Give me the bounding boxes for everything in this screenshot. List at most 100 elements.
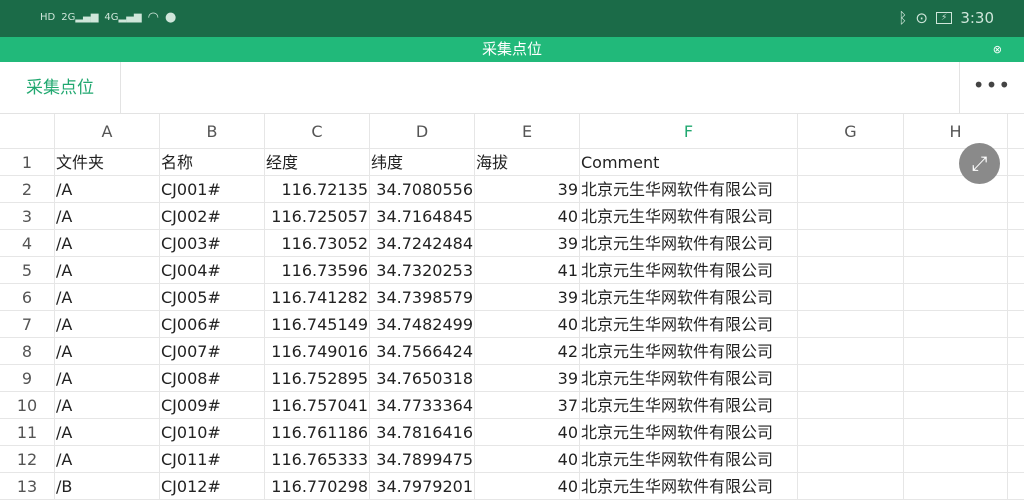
column-header-f[interactable]: F <box>580 114 798 148</box>
cell[interactable]: 116.761186 <box>265 419 370 445</box>
cell[interactable] <box>798 419 904 445</box>
row-header[interactable]: 7 <box>0 311 55 337</box>
cell[interactable]: 北京元生华网软件有限公司 <box>580 338 798 364</box>
cell[interactable] <box>904 257 1008 283</box>
cell[interactable]: 116.73596 <box>265 257 370 283</box>
cell[interactable]: 34.7566424 <box>370 338 475 364</box>
cell[interactable]: 34.7398579 <box>370 284 475 310</box>
cell[interactable] <box>1008 311 1024 337</box>
spreadsheet-grid[interactable]: A B C D E F G H 1 文件夹 名称 经度 纬度 海拔 Comment 2/A CJ001# 116.… <box>0 114 1024 500</box>
cell[interactable] <box>798 284 904 310</box>
cell[interactable]: 116.749016 <box>265 338 370 364</box>
cell[interactable] <box>798 203 904 229</box>
row-header[interactable]: 13 <box>0 473 55 499</box>
cell[interactable]: CJ003# <box>160 230 265 256</box>
cell[interactable] <box>798 257 904 283</box>
cell[interactable] <box>1008 365 1024 391</box>
cell[interactable]: /A <box>55 176 160 202</box>
row-header[interactable]: 4 <box>0 230 55 256</box>
cell[interactable] <box>1008 446 1024 472</box>
cell[interactable]: CJ007# <box>160 338 265 364</box>
cell[interactable] <box>798 392 904 418</box>
cell[interactable] <box>1008 176 1024 202</box>
cell[interactable]: /A <box>55 203 160 229</box>
cell[interactable]: 34.7650318 <box>370 365 475 391</box>
row-header[interactable]: 9 <box>0 365 55 391</box>
column-header-d[interactable]: D <box>370 114 475 148</box>
cell[interactable]: 34.7320253 <box>370 257 475 283</box>
column-header-i[interactable] <box>1008 114 1024 148</box>
cell[interactable] <box>1008 230 1024 256</box>
cell[interactable] <box>798 176 904 202</box>
cell[interactable]: 北京元生华网软件有限公司 <box>580 446 798 472</box>
cell[interactable] <box>1008 338 1024 364</box>
cell[interactable] <box>798 311 904 337</box>
cell[interactable]: 北京元生华网软件有限公司 <box>580 365 798 391</box>
row-header[interactable]: 2 <box>0 176 55 202</box>
column-header-c[interactable]: C <box>265 114 370 148</box>
cell[interactable]: 116.725057 <box>265 203 370 229</box>
cell[interactable]: /A <box>55 446 160 472</box>
cell[interactable]: 116.745149 <box>265 311 370 337</box>
cell[interactable]: 北京元生华网软件有限公司 <box>580 284 798 310</box>
cell[interactable]: Comment <box>580 149 798 175</box>
cell[interactable]: 42 <box>475 338 580 364</box>
cell[interactable]: CJ006# <box>160 311 265 337</box>
column-header-h[interactable]: H <box>904 114 1008 148</box>
cell[interactable]: 34.7164845 <box>370 203 475 229</box>
cell[interactable]: /A <box>55 338 160 364</box>
cell[interactable]: /A <box>55 392 160 418</box>
column-header-e[interactable]: E <box>475 114 580 148</box>
cell[interactable]: /A <box>55 257 160 283</box>
cell[interactable]: 116.72135 <box>265 176 370 202</box>
cell[interactable]: 34.7482499 <box>370 311 475 337</box>
cell[interactable]: 文件夹 <box>55 149 160 175</box>
cell[interactable] <box>1008 257 1024 283</box>
cell[interactable]: CJ011# <box>160 446 265 472</box>
cell[interactable]: 39 <box>475 176 580 202</box>
more-menu-button[interactable]: ••• <box>959 62 1024 114</box>
cell[interactable]: 39 <box>475 284 580 310</box>
row-header[interactable]: 11 <box>0 419 55 445</box>
column-header-a[interactable]: A <box>55 114 160 148</box>
cell[interactable]: 34.7816416 <box>370 419 475 445</box>
column-header-g[interactable]: G <box>798 114 904 148</box>
cell[interactable]: /A <box>55 230 160 256</box>
cell[interactable]: 116.741282 <box>265 284 370 310</box>
cell[interactable]: 北京元生华网软件有限公司 <box>580 311 798 337</box>
cell[interactable]: 海拔 <box>475 149 580 175</box>
sheet-tab[interactable]: 采集点位 <box>0 62 121 114</box>
cell[interactable]: 116.770298 <box>265 473 370 499</box>
cell[interactable]: /B <box>55 473 160 499</box>
cell[interactable]: 116.752895 <box>265 365 370 391</box>
cell[interactable]: 经度 <box>265 149 370 175</box>
cell[interactable] <box>798 365 904 391</box>
cell[interactable]: 34.7979201 <box>370 473 475 499</box>
cell[interactable]: 北京元生华网软件有限公司 <box>580 419 798 445</box>
cell[interactable]: CJ001# <box>160 176 265 202</box>
cell[interactable]: 34.7899475 <box>370 446 475 472</box>
cell[interactable] <box>904 365 1008 391</box>
cell[interactable]: /A <box>55 365 160 391</box>
corner-cell[interactable] <box>0 114 55 148</box>
cell[interactable] <box>798 338 904 364</box>
cell[interactable] <box>904 230 1008 256</box>
cell[interactable]: 纬度 <box>370 149 475 175</box>
cell[interactable]: 北京元生华网软件有限公司 <box>580 203 798 229</box>
cell[interactable]: 40 <box>475 203 580 229</box>
cell[interactable]: CJ005# <box>160 284 265 310</box>
cell[interactable] <box>798 446 904 472</box>
cell[interactable] <box>1008 284 1024 310</box>
cell[interactable]: 37 <box>475 392 580 418</box>
cell[interactable]: CJ004# <box>160 257 265 283</box>
row-header[interactable]: 8 <box>0 338 55 364</box>
cell[interactable] <box>1008 473 1024 499</box>
row-header[interactable]: 12 <box>0 446 55 472</box>
cell[interactable]: /A <box>55 419 160 445</box>
cell[interactable] <box>1008 149 1024 175</box>
cell[interactable]: 39 <box>475 230 580 256</box>
cell[interactable]: CJ012# <box>160 473 265 499</box>
cell[interactable]: 34.7242484 <box>370 230 475 256</box>
cell[interactable]: /A <box>55 311 160 337</box>
cell[interactable] <box>904 284 1008 310</box>
